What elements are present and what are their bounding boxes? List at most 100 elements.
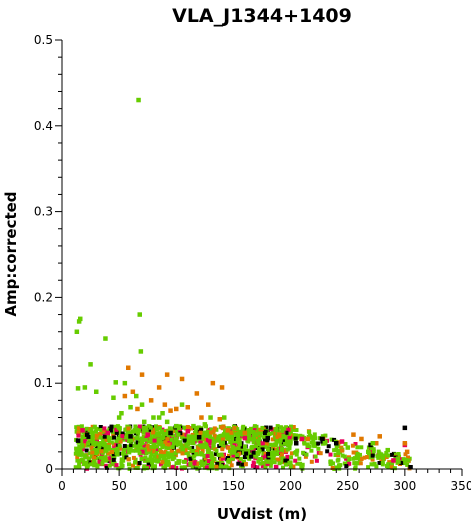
bulk-point bbox=[231, 450, 236, 455]
bulk-point bbox=[287, 435, 292, 440]
bulk-point bbox=[251, 460, 256, 465]
data-point bbox=[370, 441, 376, 446]
bulk-point bbox=[128, 447, 133, 452]
bulk-point bbox=[76, 430, 81, 435]
bulk-point bbox=[240, 428, 245, 433]
data-point bbox=[111, 395, 116, 400]
bulk-point bbox=[132, 443, 137, 448]
data-point bbox=[402, 441, 408, 446]
data-point bbox=[185, 405, 190, 410]
data-point bbox=[164, 419, 170, 425]
bulk-point bbox=[92, 448, 97, 452]
bulk-point bbox=[146, 447, 151, 452]
bulk-point bbox=[311, 443, 316, 448]
bulk-point bbox=[194, 433, 199, 438]
bulk-point bbox=[103, 463, 108, 468]
bulk-point bbox=[109, 436, 114, 441]
bulk-point bbox=[169, 428, 174, 433]
bulk-point bbox=[149, 444, 154, 449]
bulk-point bbox=[182, 465, 187, 470]
bulk-point bbox=[202, 461, 207, 466]
bulk-point bbox=[335, 458, 340, 463]
bulk-point bbox=[200, 446, 205, 451]
bulk-point bbox=[389, 465, 394, 470]
bulk-point bbox=[200, 436, 205, 441]
bulk-point bbox=[174, 461, 179, 466]
bulk-point bbox=[182, 438, 187, 443]
bulk-point bbox=[94, 445, 99, 450]
bulk-point bbox=[370, 457, 375, 462]
bulk-point bbox=[102, 434, 107, 439]
y-tick-label: 0.3 bbox=[34, 205, 53, 219]
bulk-point bbox=[131, 463, 135, 468]
bulk-point bbox=[207, 459, 211, 463]
bulk-point bbox=[95, 463, 100, 468]
bulk-point bbox=[300, 462, 305, 467]
bulk-point bbox=[116, 425, 121, 430]
bulk-point bbox=[196, 428, 201, 433]
bulk-point bbox=[257, 449, 262, 454]
bulk-point bbox=[396, 456, 400, 461]
bulk-point bbox=[155, 444, 159, 449]
data-point bbox=[185, 429, 190, 434]
bulk-point bbox=[74, 425, 79, 430]
bulk-point bbox=[83, 439, 88, 444]
bulk-point bbox=[337, 448, 342, 453]
bulk-point bbox=[106, 451, 111, 456]
bulk-point bbox=[208, 464, 213, 469]
bulk-point bbox=[182, 425, 187, 430]
bulk-point bbox=[87, 456, 92, 461]
bulk-point bbox=[272, 452, 277, 457]
bulk-point bbox=[213, 452, 218, 457]
data-point bbox=[128, 405, 133, 410]
bulk-point bbox=[276, 448, 281, 453]
bulk-point bbox=[169, 448, 174, 453]
bulk-point bbox=[187, 446, 192, 451]
bulk-point bbox=[75, 455, 80, 459]
bulk-point bbox=[235, 437, 240, 442]
bulk-point bbox=[128, 431, 133, 436]
bulk-point bbox=[171, 433, 176, 438]
bulk-point bbox=[235, 453, 239, 458]
bulk-point bbox=[358, 452, 362, 457]
bulk-point bbox=[406, 455, 410, 460]
x-tick-label: 50 bbox=[112, 479, 127, 493]
bulk-point bbox=[135, 427, 140, 432]
bulk-point bbox=[147, 457, 152, 462]
bulk-point bbox=[365, 455, 370, 459]
bulk-point bbox=[92, 458, 96, 463]
bulk-point bbox=[73, 451, 78, 456]
bulk-point bbox=[144, 425, 148, 430]
bulk-point bbox=[197, 466, 202, 470]
bulk-point bbox=[251, 440, 256, 445]
bulk-point bbox=[336, 451, 341, 456]
bulk-point bbox=[112, 442, 117, 447]
bulk-point bbox=[149, 452, 154, 457]
bulk-point bbox=[184, 451, 189, 456]
bulk-point bbox=[369, 448, 373, 453]
data-point bbox=[168, 430, 173, 436]
bulk-point bbox=[211, 440, 216, 445]
bulk-point bbox=[337, 440, 342, 445]
bulk-point bbox=[241, 450, 246, 455]
bulk-point bbox=[265, 461, 270, 466]
bulk-point bbox=[88, 430, 92, 435]
data-point bbox=[320, 436, 325, 442]
bulk-point bbox=[140, 449, 145, 454]
bulk-point bbox=[97, 435, 102, 440]
bulk-point bbox=[114, 430, 119, 435]
bulk-point bbox=[148, 449, 153, 454]
bulk-point bbox=[92, 455, 97, 460]
bulk-point bbox=[140, 441, 145, 445]
x-tick-label: 350 bbox=[451, 479, 471, 493]
bulk-point bbox=[202, 454, 207, 459]
bulk-point bbox=[174, 429, 179, 433]
bulk-point bbox=[228, 440, 233, 445]
data-point bbox=[299, 436, 305, 442]
bulk-point bbox=[203, 430, 208, 435]
bulk-point bbox=[190, 448, 195, 453]
bulk-point bbox=[188, 456, 193, 461]
bulk-point bbox=[239, 432, 244, 437]
bulk-point bbox=[173, 453, 178, 458]
bulk-point bbox=[92, 424, 97, 429]
